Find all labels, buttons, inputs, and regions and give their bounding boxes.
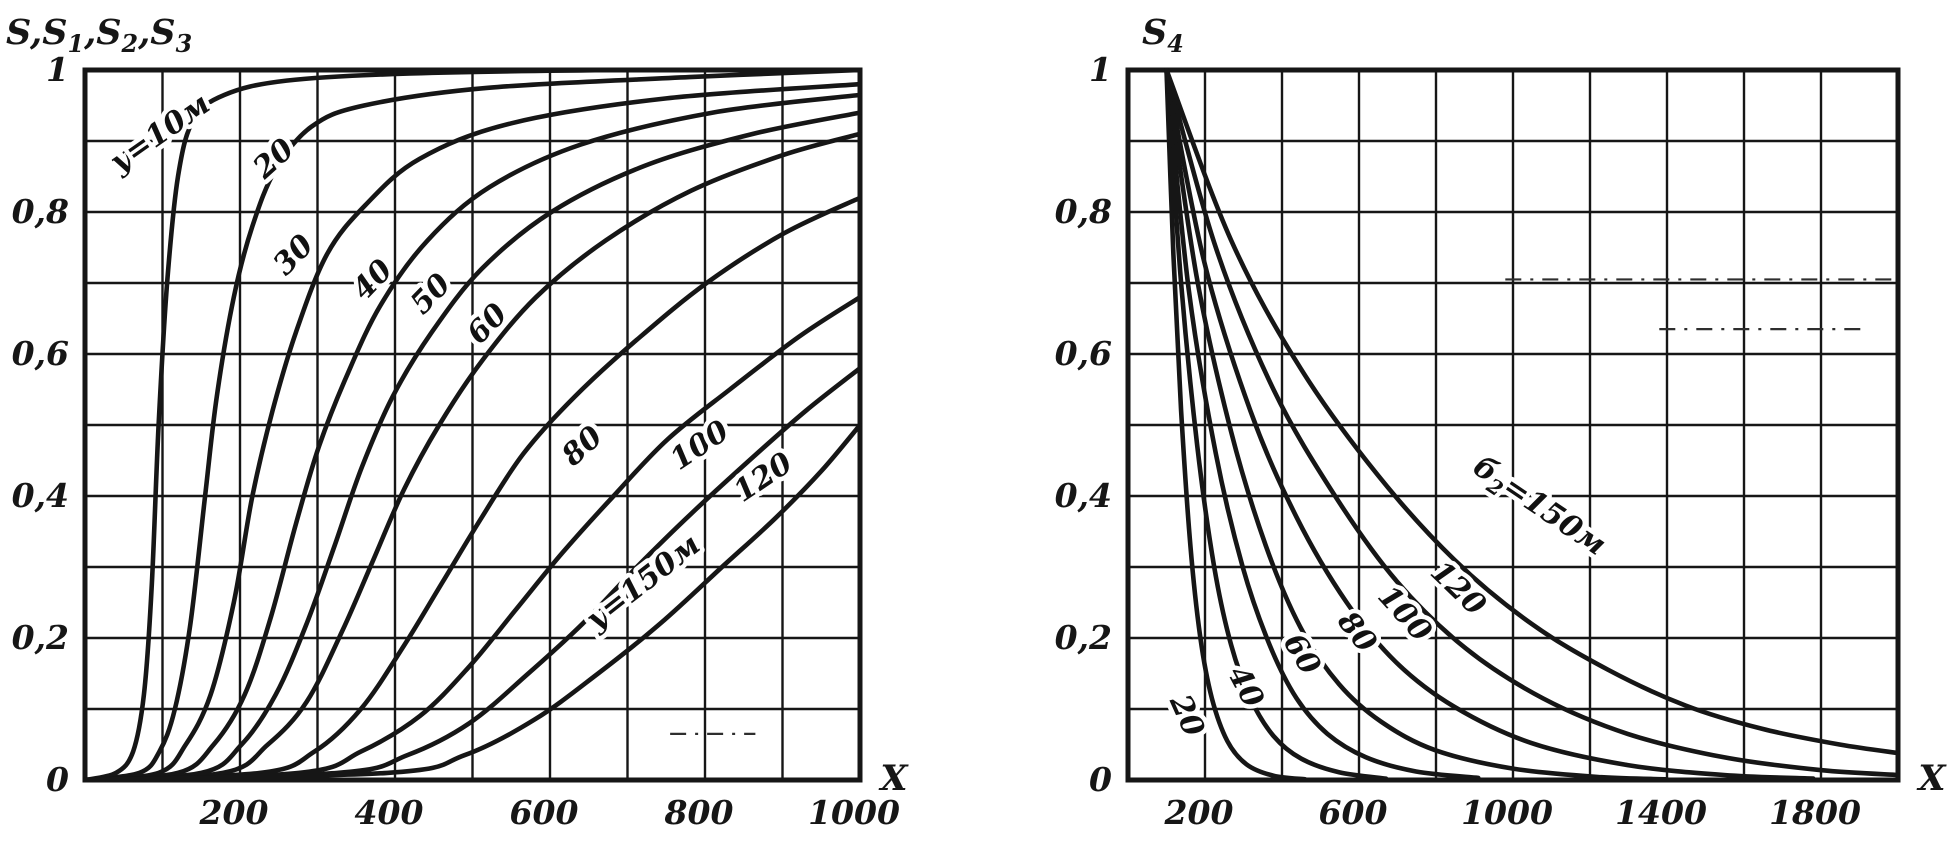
x-tick-label-400: 400	[355, 793, 424, 832]
y-tick-label-0,4: 0,4	[12, 476, 69, 515]
y-tick-label-0,2: 0,2	[12, 618, 69, 657]
y-tick-label-1: 1	[1089, 50, 1112, 89]
plot-border	[1125, 67, 1901, 783]
curve-b80	[1164, 67, 1670, 782]
curve-label-y120: 120	[727, 445, 799, 509]
x-tick-label-1000: 1000	[1461, 793, 1553, 832]
y-tick-label-0,6: 0,6	[1055, 334, 1112, 373]
curve-label-b80: 80	[1330, 604, 1384, 659]
curve-b120	[1164, 67, 1901, 778]
curve-label-y40: 40	[346, 253, 400, 307]
curve-b20	[1164, 67, 1308, 782]
curve-y60	[82, 131, 863, 783]
curve-label-b120: 120	[1423, 554, 1492, 623]
curve-label-y150: у=150м	[579, 527, 707, 638]
curve-label-y80: 80	[554, 419, 609, 474]
curve-y100	[82, 294, 863, 783]
curve-b60	[1164, 67, 1481, 781]
curve-label-y100: 100	[664, 413, 736, 477]
curve-y80	[82, 195, 863, 783]
curve-y120	[82, 365, 863, 783]
curve-y150	[82, 422, 863, 783]
x-tick-label-800: 800	[664, 793, 734, 832]
curve-b40	[1164, 67, 1389, 781]
curve-b150	[1164, 67, 1901, 756]
curve-label-b40: 40	[1220, 660, 1271, 713]
curve-label-y30: 30	[267, 228, 321, 282]
y-tick-label-0,8: 0,8	[1055, 192, 1112, 231]
y-tick-label-0: 0	[46, 760, 69, 799]
x-tick-label-600: 600	[1319, 793, 1388, 832]
x-tick-label-200: 200	[199, 793, 269, 832]
y-tick-label-0,8: 0,8	[12, 192, 69, 231]
curve-y30	[82, 81, 863, 783]
grid	[83, 68, 862, 782]
curve-y10	[82, 67, 863, 783]
y-tick-label-0: 0	[1089, 760, 1112, 799]
x-axis-title: X	[1916, 758, 1947, 799]
curve-b100	[1164, 67, 1816, 781]
curve-y40	[82, 92, 863, 783]
x-axis-title: X	[878, 758, 909, 799]
y-tick-label-1: 1	[46, 50, 69, 89]
y-tick-label-0,6: 0,6	[12, 334, 69, 373]
curve-y20	[82, 67, 863, 783]
y-axis-title: S,S1,S2,S3	[6, 12, 192, 58]
curve-label-y50: 50	[404, 267, 458, 321]
curve-label-y10: у=10м	[103, 86, 217, 180]
x-tick-label-1800: 1800	[1769, 793, 1861, 832]
y-tick-label-0,2: 0,2	[1055, 618, 1112, 657]
x-tick-label-1400: 1400	[1615, 793, 1707, 832]
x-tick-label-200: 200	[1164, 793, 1234, 832]
curve-label-b20: 20	[1162, 689, 1211, 742]
x-tick-label-1000: 1000	[808, 793, 900, 832]
y-tick-label-0,4: 0,4	[1055, 476, 1112, 515]
y-axis-title: S4	[1142, 12, 1184, 58]
curve-label-y60: 60	[460, 297, 514, 351]
x-tick-label-600: 600	[510, 793, 579, 832]
curve-y50	[82, 110, 863, 783]
